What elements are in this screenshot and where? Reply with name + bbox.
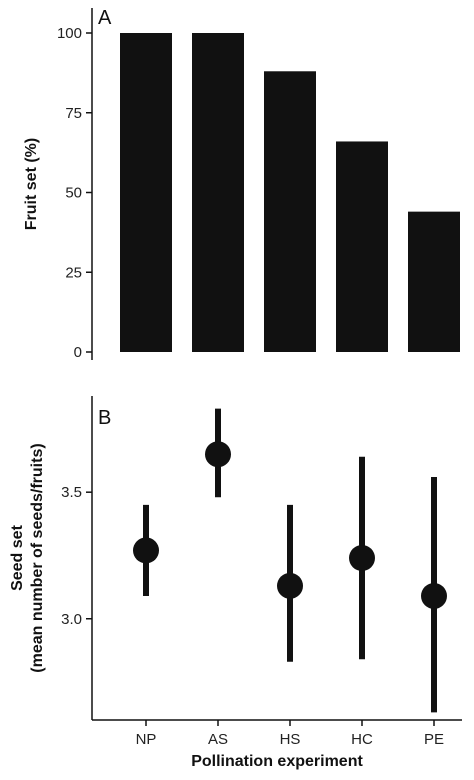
panel-b-y-axis-title-line2: (mean number of seeds/fruits) bbox=[29, 443, 46, 672]
panel-b-y-tick-label-0: 3.0 bbox=[61, 611, 82, 628]
panel-b-point-pe bbox=[421, 582, 447, 609]
panel-a-y-tick-label-0: 0 bbox=[74, 344, 82, 361]
panel-a-letter: A bbox=[98, 7, 112, 29]
panel-a-bar-as bbox=[192, 33, 244, 352]
panel-a-y-axis-title: Fruit set (%) bbox=[23, 138, 40, 230]
panel-a-bar-np bbox=[120, 33, 172, 352]
panel-b-letter: B bbox=[98, 407, 111, 429]
panel-a-bar-hs bbox=[264, 71, 316, 352]
panel-a-bar-pe bbox=[408, 211, 460, 352]
panel-b-point-hc bbox=[349, 545, 375, 571]
panel-b-y-ticks: 3.0 3.5 bbox=[61, 484, 92, 628]
panel-b-x-tick-label-pe: PE bbox=[424, 731, 444, 748]
panel-b-point-np bbox=[133, 537, 159, 564]
panel-a-bar-hc bbox=[336, 141, 388, 352]
panel-b-points bbox=[133, 408, 447, 713]
panel-b-point-hs bbox=[277, 572, 303, 599]
panel-b-x-tick-label-as: AS bbox=[208, 731, 228, 748]
panel-a-y-tick-label-2: 50 bbox=[65, 185, 82, 202]
panel-b-y-tick-label-1: 3.5 bbox=[61, 484, 82, 501]
panel-b: B Seed set (mean number of seeds/fruits)… bbox=[9, 396, 462, 770]
panel-b-x-axis-title: Pollination experiment bbox=[191, 753, 363, 770]
panel-b-x-tick-label-hs: HS bbox=[280, 731, 301, 748]
panel-b-x-ticks: NP AS HS HC PE bbox=[136, 720, 444, 748]
panel-b-x-tick-label-hc: HC bbox=[351, 731, 373, 748]
panel-b-x-tick-label-np: NP bbox=[136, 731, 157, 748]
panel-b-y-axis-title-line1: Seed set bbox=[9, 524, 26, 590]
panel-a-y-tick-label-3: 75 bbox=[65, 105, 82, 122]
panel-b-point-as bbox=[205, 441, 231, 468]
panel-a-bars bbox=[120, 33, 460, 352]
panel-a-y-tick-label-4: 100 bbox=[57, 25, 82, 42]
panel-a-y-tick-label-1: 25 bbox=[65, 264, 82, 281]
panel-a-y-ticks: 0 25 50 75 100 bbox=[57, 25, 92, 361]
panel-a: A Fruit set (%) 0 25 50 75 100 bbox=[23, 7, 460, 361]
